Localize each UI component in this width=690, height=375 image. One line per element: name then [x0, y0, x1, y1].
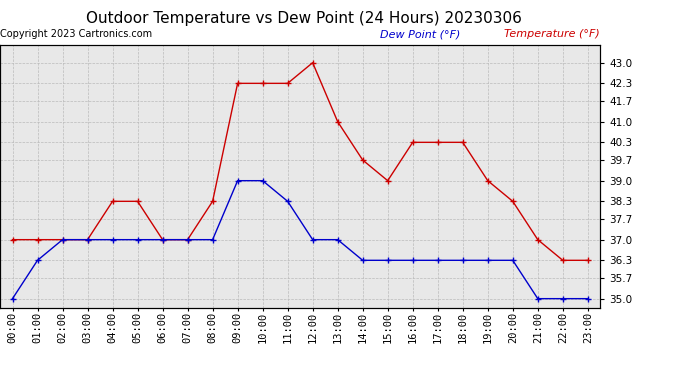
Text: Temperature (°F): Temperature (°F): [504, 29, 600, 39]
Text: Dew Point (°F): Dew Point (°F): [380, 29, 460, 39]
Text: Outdoor Temperature vs Dew Point (24 Hours) 20230306: Outdoor Temperature vs Dew Point (24 Hou…: [86, 11, 522, 26]
Text: Copyright 2023 Cartronics.com: Copyright 2023 Cartronics.com: [0, 29, 152, 39]
